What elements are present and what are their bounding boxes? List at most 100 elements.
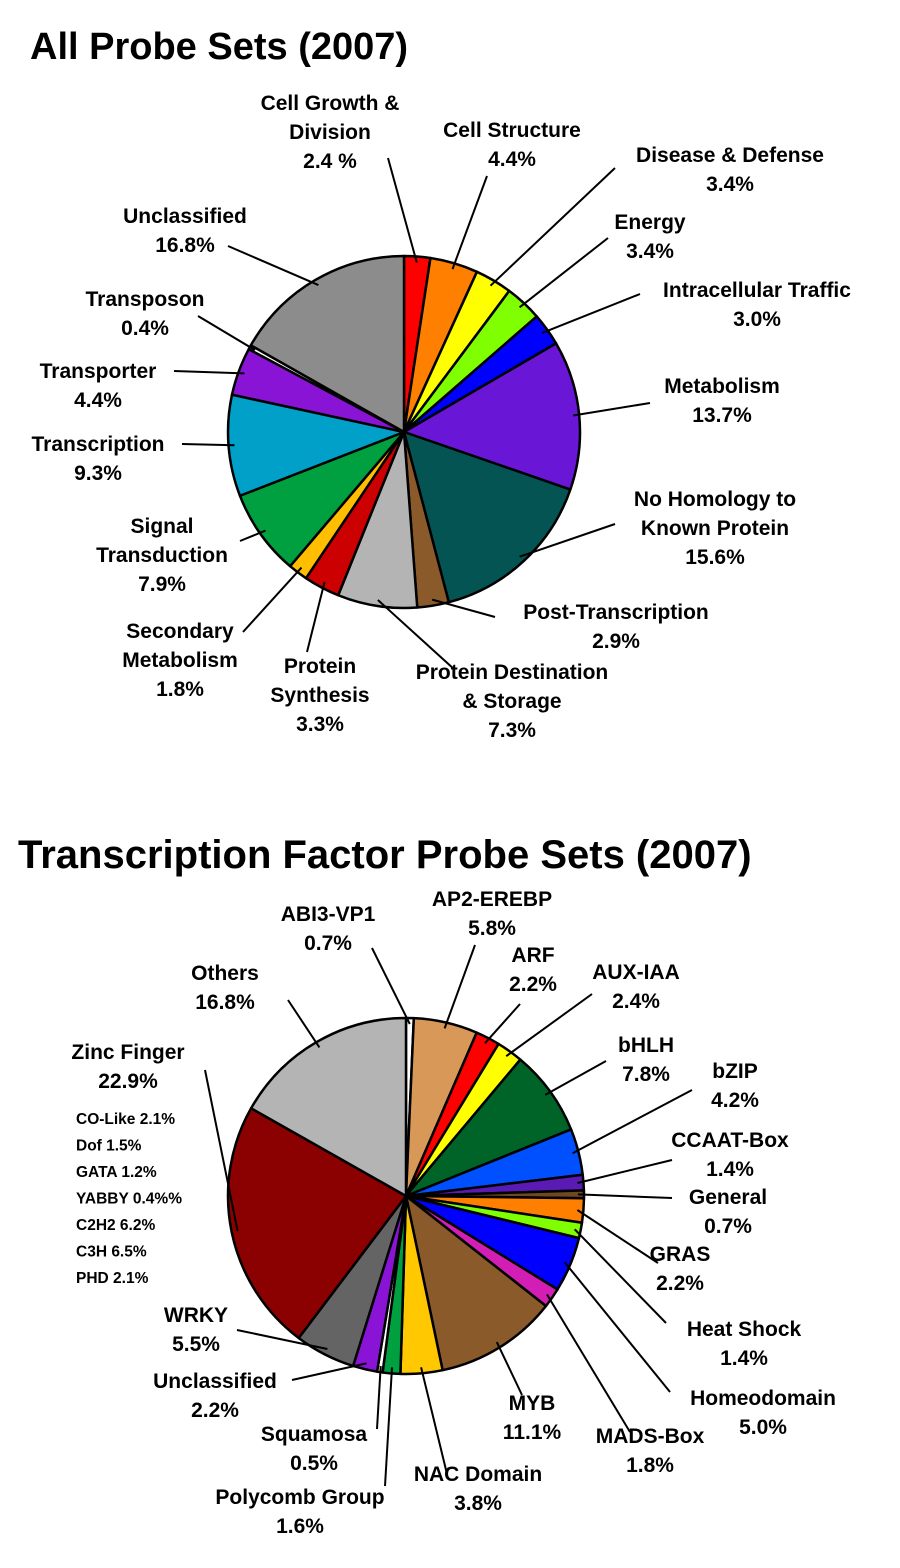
slice-value-bzip: 4.2% (711, 1089, 759, 1112)
pie-slice-unclassified (249, 254, 406, 434)
zinc-finger-breakdown: CO-Like 2.1% Dof 1.5% GATA 1.2% YABBY 0.4%%… (76, 1111, 182, 1287)
slice-label-squamosa: Squamosa 0.5% (261, 1423, 368, 1475)
leader-line-protein-synthesis (306, 581, 326, 653)
slice-value-protein-synthesis: 3.3% (296, 713, 344, 736)
slice-value-ccaat-box: 1.4% (706, 1158, 754, 1181)
leader-line-homeodomain (563, 1261, 671, 1393)
slice-value-homeodomain: 5.0% (739, 1416, 787, 1439)
slice-value-squamosa: 0.5% (290, 1452, 338, 1475)
leader-line-bhlh (544, 1060, 607, 1096)
slice-label-signal-transduction: Signal Transduction 7.9% (96, 515, 228, 596)
slice-label-metabolism: Metabolism 13.7% (664, 375, 780, 427)
slice-value-gras: 2.2% (656, 1272, 704, 1295)
leader-line-cell-structure (451, 175, 488, 270)
pie-chart-all-probe-sets: Cell Growth & Division 2.4 % Cell Structure… (31, 92, 851, 742)
leader-line-signal-transduction (239, 529, 266, 542)
leader-line-zinc-finger (204, 1069, 239, 1232)
slice-value-others: 16.8% (195, 991, 255, 1014)
slice-value-wrky: 5.5% (172, 1333, 220, 1356)
slice-label-polycomb-group: Polycomb Group 1.6% (215, 1486, 384, 1538)
leader-line-secondary-metabolism (242, 566, 303, 633)
leader-line-transposon (197, 315, 256, 351)
slice-value-myb: 11.1% (503, 1421, 562, 1444)
leader-line-abi3-vp1 (371, 947, 411, 1025)
leader-line-intracellular-traffic (541, 293, 641, 334)
slice-value-abi3-vp1: 0.7% (304, 932, 352, 955)
leader-line-heat-shock (573, 1228, 667, 1324)
slice-label-secondary-metabolism: Secondary Metabolism 1.8% (122, 620, 238, 701)
slice-label-cell-growth-division: Cell Growth & Division 2.4 % (261, 92, 400, 173)
slice-value-disease-defense: 3.4% (706, 173, 754, 196)
slice-label-bzip: bZIP 4.2% (711, 1060, 759, 1112)
leader-line-ccaat-box (577, 1159, 673, 1184)
pie-chart-transcription-factor-probe-sets: ABI3-VP1 0.7% AP2-EREBP 5.8%ARF 2.2% AUX-IAA 2… (71, 888, 836, 1538)
leader-line-squamosa (376, 1366, 382, 1430)
slice-value-polycomb-group: 1.6% (276, 1515, 324, 1538)
slice-label-abi3-vp1: ABI3-VP1 0.7% (281, 903, 376, 955)
zinc-finger-subtype: C3H 6.5% (76, 1244, 147, 1261)
slice-value-unclassified: 16.8% (155, 234, 215, 257)
leader-line-metabolism (573, 402, 651, 417)
slice-label-intracellular-traffic: Intracellular Traffic 3.0% (663, 279, 851, 331)
leader-line-transporter (173, 370, 245, 375)
slice-label-transposon: Transposon 0.4% (85, 288, 204, 340)
slice-label-others: Others 16.8% (191, 962, 259, 1014)
slice-label-aux-iaa: AUX-IAA 2.4% (592, 961, 680, 1013)
slice-value-general: 0.7% (704, 1215, 752, 1238)
zinc-finger-subtype: C2H2 6.2% (76, 1217, 155, 1234)
slice-value-metabolism: 13.7% (692, 404, 752, 427)
slice-label-ccaat-box: CCAAT-Box 1.4% (671, 1129, 789, 1181)
slice-label-energy: Energy 3.4% (614, 211, 686, 263)
leader-line-mads-box (546, 1293, 631, 1433)
slice-value-post-transcription: 2.9% (592, 630, 640, 653)
slice-label-nac-domain: NAC Domain 3.8% (414, 1463, 542, 1515)
leader-line-protein-destination-storage (377, 599, 456, 671)
leader-line-gras (576, 1209, 659, 1264)
leader-line-no-homology-to-known-protein (519, 523, 616, 558)
slice-label-arf: ARF 2.2% (509, 944, 557, 996)
slice-label-ap2-erebp: AP2-EREBP 5.8% (432, 888, 552, 940)
slice-value-heat-shock: 1.4% (720, 1347, 768, 1370)
slice-label-unclassified: Unclassified 16.8% (123, 205, 247, 257)
leader-line-cell-growth-division (387, 157, 418, 263)
leader-line-ap2-erebp (443, 944, 476, 1029)
slice-label-myb: MYB 11.1% (503, 1392, 562, 1444)
slice-value-protein-destination-storage: 7.3% (488, 719, 536, 742)
slice-label-bhlh: bHLH 7.8% (618, 1034, 674, 1086)
leader-line-energy (518, 237, 609, 309)
slice-value-intracellular-traffic: 3.0% (733, 308, 781, 331)
pie-slice-zinc-finger (226, 1107, 408, 1340)
leader-line-polycomb-group (384, 1367, 393, 1487)
slice-label-homeodomain: Homeodomain 5.0% (690, 1387, 836, 1439)
slice-label-transcription: Transcription 9.3% (31, 433, 164, 485)
zinc-finger-subtype: PHD 2.1% (76, 1270, 149, 1287)
slice-value-unclassified: 2.2% (191, 1399, 239, 1422)
slice-value-no-homology-to-known-protein: 15.6% (685, 546, 745, 569)
slice-label-protein-destination-storage: Protein Destination & Storage 7.3% (416, 661, 609, 742)
leader-line-arf (484, 1003, 521, 1044)
slice-label-no-homology-to-known-protein: No Homology to Known Protein 15.6% (634, 488, 796, 569)
slice-label-heat-shock: Heat Shock 1.4% (687, 1318, 802, 1370)
zinc-finger-subtype: CO-Like 2.1% (76, 1111, 175, 1128)
leader-line-post-transcription (431, 598, 496, 618)
leader-line-unclassified (291, 1362, 367, 1381)
slice-value-transposon: 0.4% (121, 317, 169, 340)
slice-label-gras: GRAS 2.2% (650, 1243, 711, 1295)
slice-value-mads-box: 1.8% (626, 1454, 674, 1477)
slice-value-transporter: 4.4% (74, 389, 122, 412)
leader-line-others (287, 999, 321, 1048)
leader-line-disease-defense (489, 167, 616, 287)
slice-label-zinc-finger: Zinc Finger 22.9% (71, 1041, 184, 1093)
slice-value-arf: 2.2% (509, 973, 557, 996)
slice-label-cell-structure: Cell Structure 4.4% (443, 119, 581, 171)
chart2-title: Transcription Factor Probe Sets (2007) (18, 833, 752, 877)
leader-line-myb (495, 1341, 523, 1396)
slice-value-energy: 3.4% (626, 240, 674, 263)
slice-label-disease-defense: Disease & Defense 3.4% (636, 144, 824, 196)
pie-slice-no-homology-to-known-protein (402, 430, 572, 604)
leader-line-general (577, 1193, 673, 1199)
slice-label-mads-box: MADS-Box 1.8% (596, 1425, 705, 1477)
slice-value-signal-transduction: 7.9% (138, 573, 186, 596)
slice-label-post-transcription: Post-Transcription 2.9% (523, 601, 709, 653)
